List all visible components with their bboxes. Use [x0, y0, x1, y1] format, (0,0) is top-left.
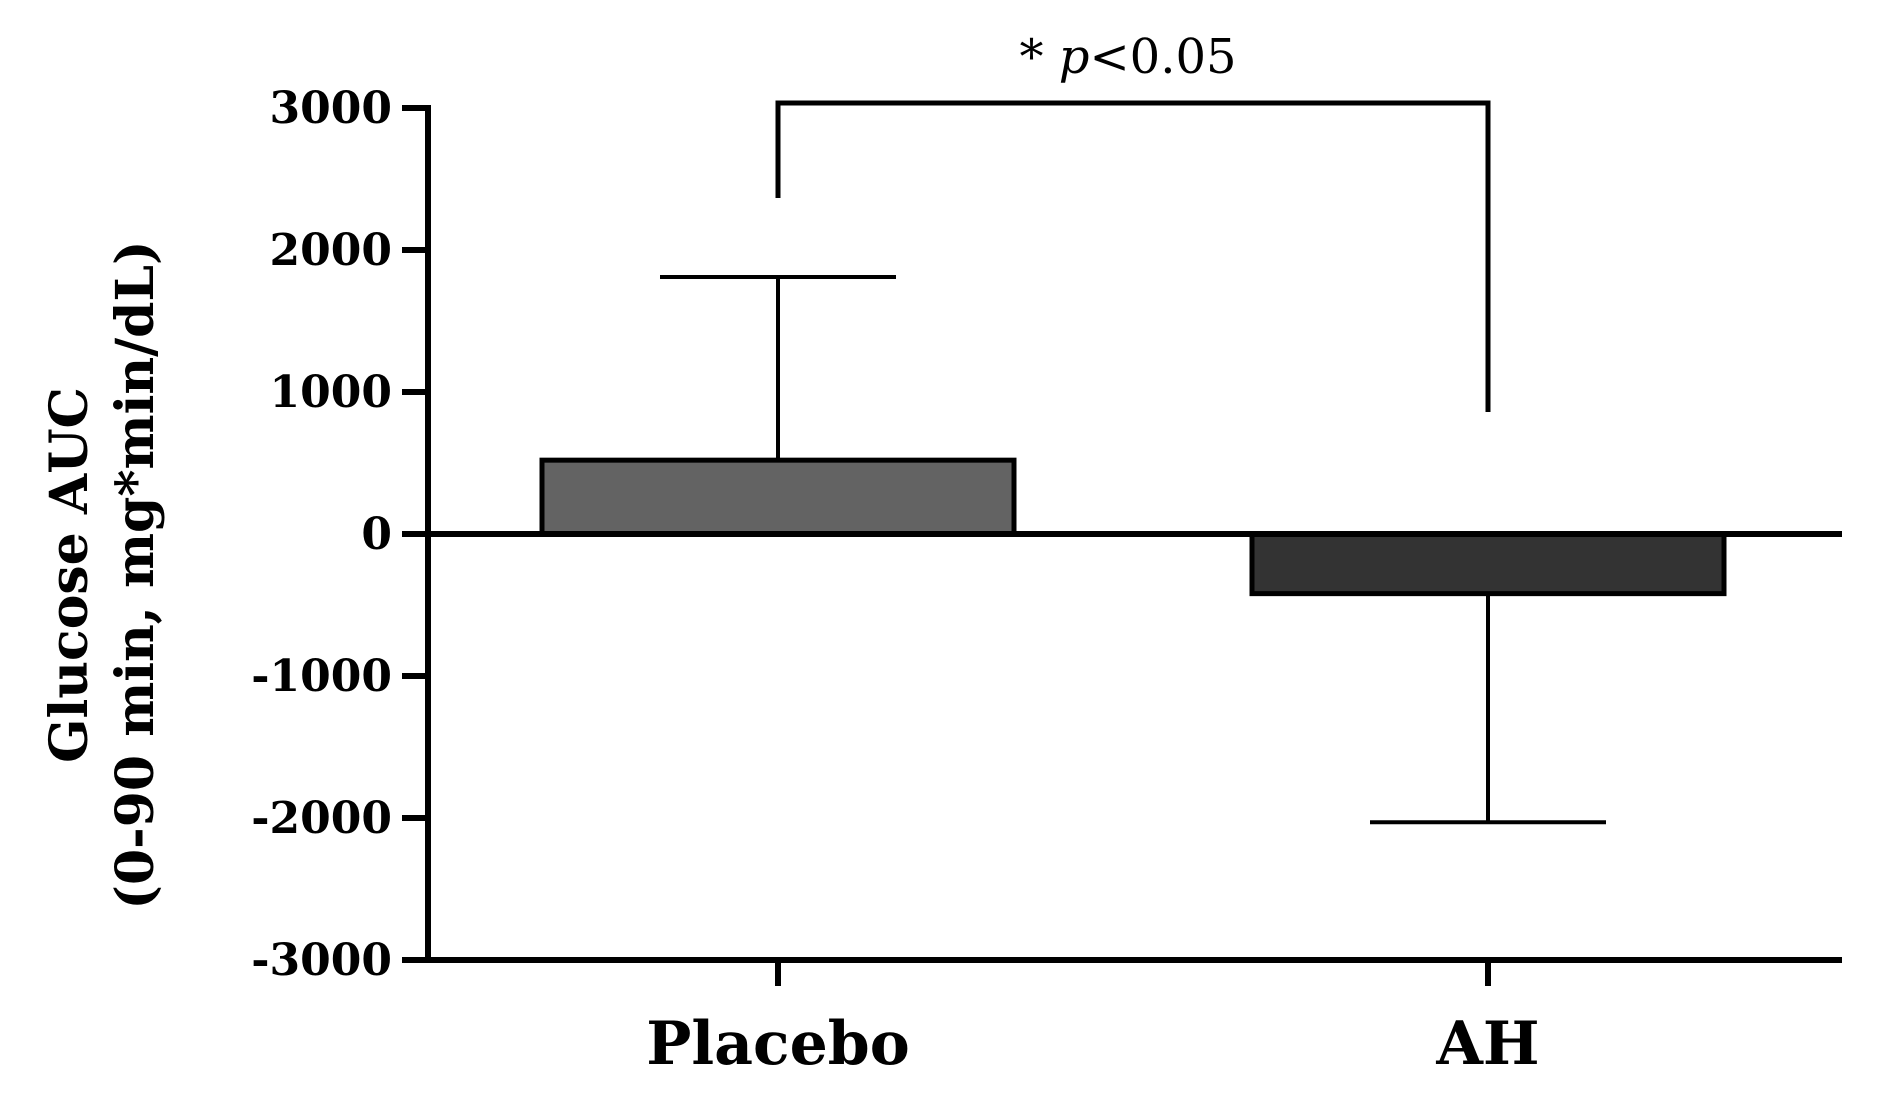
y-axis-label: Glucose AUC (0-90 min, mg*min/dL) — [39, 240, 166, 909]
y-tick-label: -1000 — [251, 651, 392, 702]
significance-threshold: <0.05 — [1089, 29, 1236, 85]
y-tick-label: -3000 — [251, 935, 392, 986]
significance-star: * — [1019, 29, 1043, 85]
x-axis-categories: Placebo AH — [646, 960, 1540, 1079]
bars — [539, 457, 1727, 597]
y-axis-label-line-1: Glucose AUC — [39, 387, 100, 763]
axes — [425, 105, 1842, 963]
y-tick-label: 0 — [361, 509, 392, 560]
bar-ah — [1249, 531, 1727, 597]
y-axis-label-line-2: (0-90 min, mg*min/dL) — [105, 240, 166, 909]
y-tick-label: -2000 — [251, 793, 392, 844]
y-tick-label: 3000 — [270, 83, 392, 134]
y-tick-label: 1000 — [270, 367, 392, 418]
x-category-label-placebo: Placebo — [646, 1009, 909, 1079]
y-axis-ticks: 3000 2000 1000 0 -1000 -2000 -3000 — [251, 83, 428, 986]
significance-bracket — [775, 100, 1491, 412]
bar-placebo — [539, 457, 1017, 537]
significance-p-symbol: p — [1059, 29, 1090, 85]
y-tick-label: 2000 — [270, 225, 392, 276]
error-bars — [660, 274, 1606, 825]
x-category-label-ah: AH — [1435, 1009, 1539, 1079]
significance-label: * p<0.05 — [1019, 29, 1236, 85]
